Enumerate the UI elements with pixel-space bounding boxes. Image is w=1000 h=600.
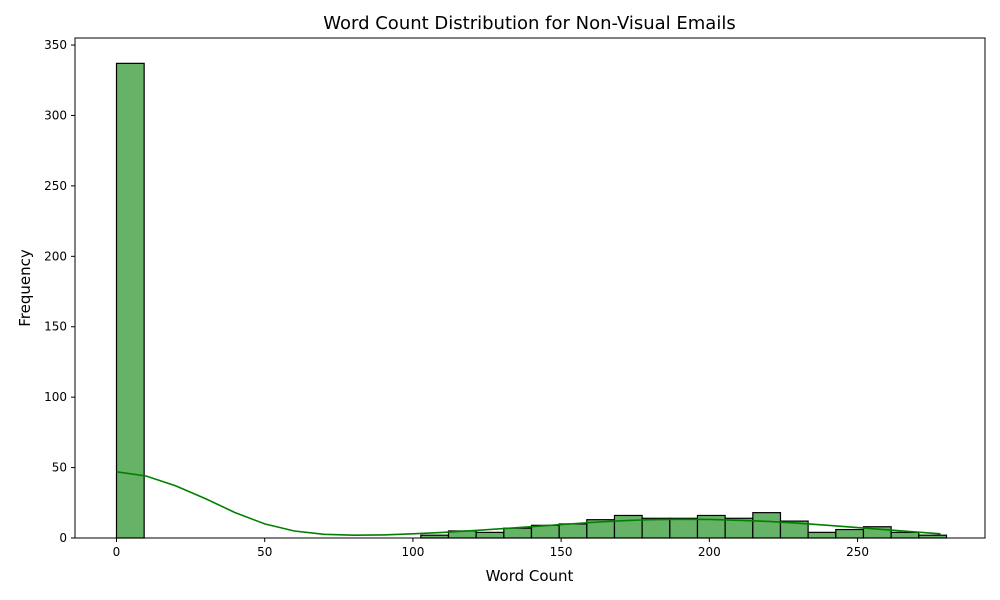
x-axis-label: Word Count xyxy=(486,567,574,585)
chart-title: Word Count Distribution for Non-Visual E… xyxy=(323,13,735,34)
x-tick-label: 50 xyxy=(257,545,272,559)
y-tick-label: 250 xyxy=(44,179,67,193)
histogram-bar xyxy=(115,62,145,539)
x-tick-label: 250 xyxy=(846,545,869,559)
kde-line xyxy=(116,471,941,537)
histogram-bar xyxy=(669,517,699,539)
histogram-bar xyxy=(503,527,533,539)
histogram-bar xyxy=(807,531,837,539)
y-tick-label: 300 xyxy=(44,108,67,122)
plot-frame xyxy=(74,37,986,539)
y-axis-label: Frequency xyxy=(16,249,34,327)
x-tick-label: 100 xyxy=(401,545,424,559)
histogram-bar xyxy=(558,523,588,539)
y-tick-label: 0 xyxy=(59,531,67,545)
y-tick-label: 150 xyxy=(44,320,67,334)
kde-curve-group xyxy=(116,471,941,537)
y-tick-label: 100 xyxy=(44,390,67,404)
histogram-bar xyxy=(475,531,505,539)
x-tick-label: 150 xyxy=(550,545,573,559)
y-tick-label: 50 xyxy=(52,461,67,475)
x-tick-label: 200 xyxy=(698,545,721,559)
y-axis-ticks: 0 50 100 150 200 250 300 350 xyxy=(44,38,75,545)
histogram-bar xyxy=(752,512,782,539)
x-tick-label: 0 xyxy=(113,545,121,559)
histogram-bar xyxy=(530,524,560,539)
histogram-bar xyxy=(835,528,865,539)
y-tick-label: 200 xyxy=(44,249,67,263)
y-tick-label: 350 xyxy=(44,38,67,52)
histogram-bar xyxy=(890,531,920,539)
histogram-bar xyxy=(613,514,643,539)
histogram-bar xyxy=(641,517,671,539)
x-axis-ticks: 0 50 100 150 200 250 xyxy=(113,538,869,559)
histogram-bars xyxy=(115,62,948,539)
